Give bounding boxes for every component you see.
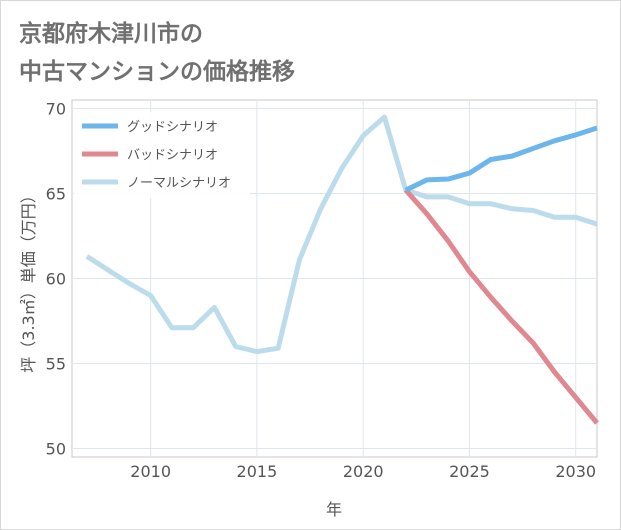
x-tick-label: 2030 bbox=[555, 462, 596, 481]
y-tick-label: 60 bbox=[46, 270, 66, 289]
x-tick-label: 2010 bbox=[130, 462, 171, 481]
y-tick-label: 65 bbox=[46, 185, 66, 204]
legend-label-1: バッドシナリオ bbox=[127, 148, 218, 163]
series-line-1 bbox=[403, 188, 599, 425]
legend-label-2: ノーマルシナリオ bbox=[127, 176, 231, 191]
x-axis-ticks: 2010 2015 2020 2025 2030 bbox=[130, 462, 596, 481]
y-axis-label: 坪（3.3㎡）単価（万円） bbox=[19, 187, 38, 372]
chart-title-line-2: 中古マンションの価格推移 bbox=[19, 59, 295, 85]
chart-title: 京都府木津川市の 中古マンションの価格推移 bbox=[19, 15, 599, 91]
series-line-0 bbox=[404, 125, 598, 193]
y-axis-ticks: 50 55 60 65 70 bbox=[46, 100, 66, 459]
x-tick-label: 2025 bbox=[449, 462, 490, 481]
series-line-2 bbox=[85, 114, 598, 355]
x-axis-label: 年 bbox=[326, 500, 342, 519]
legend-label-0: グッドシナリオ bbox=[127, 120, 218, 135]
y-tick-label: 50 bbox=[46, 440, 66, 459]
series-layer bbox=[85, 114, 599, 425]
y-tick-label: 70 bbox=[46, 100, 66, 119]
x-tick-label: 2015 bbox=[237, 462, 278, 481]
x-tick-label: 2020 bbox=[343, 462, 384, 481]
y-tick-label: 55 bbox=[46, 355, 66, 374]
chart-title-line-1: 京都府木津川市の bbox=[19, 21, 203, 47]
